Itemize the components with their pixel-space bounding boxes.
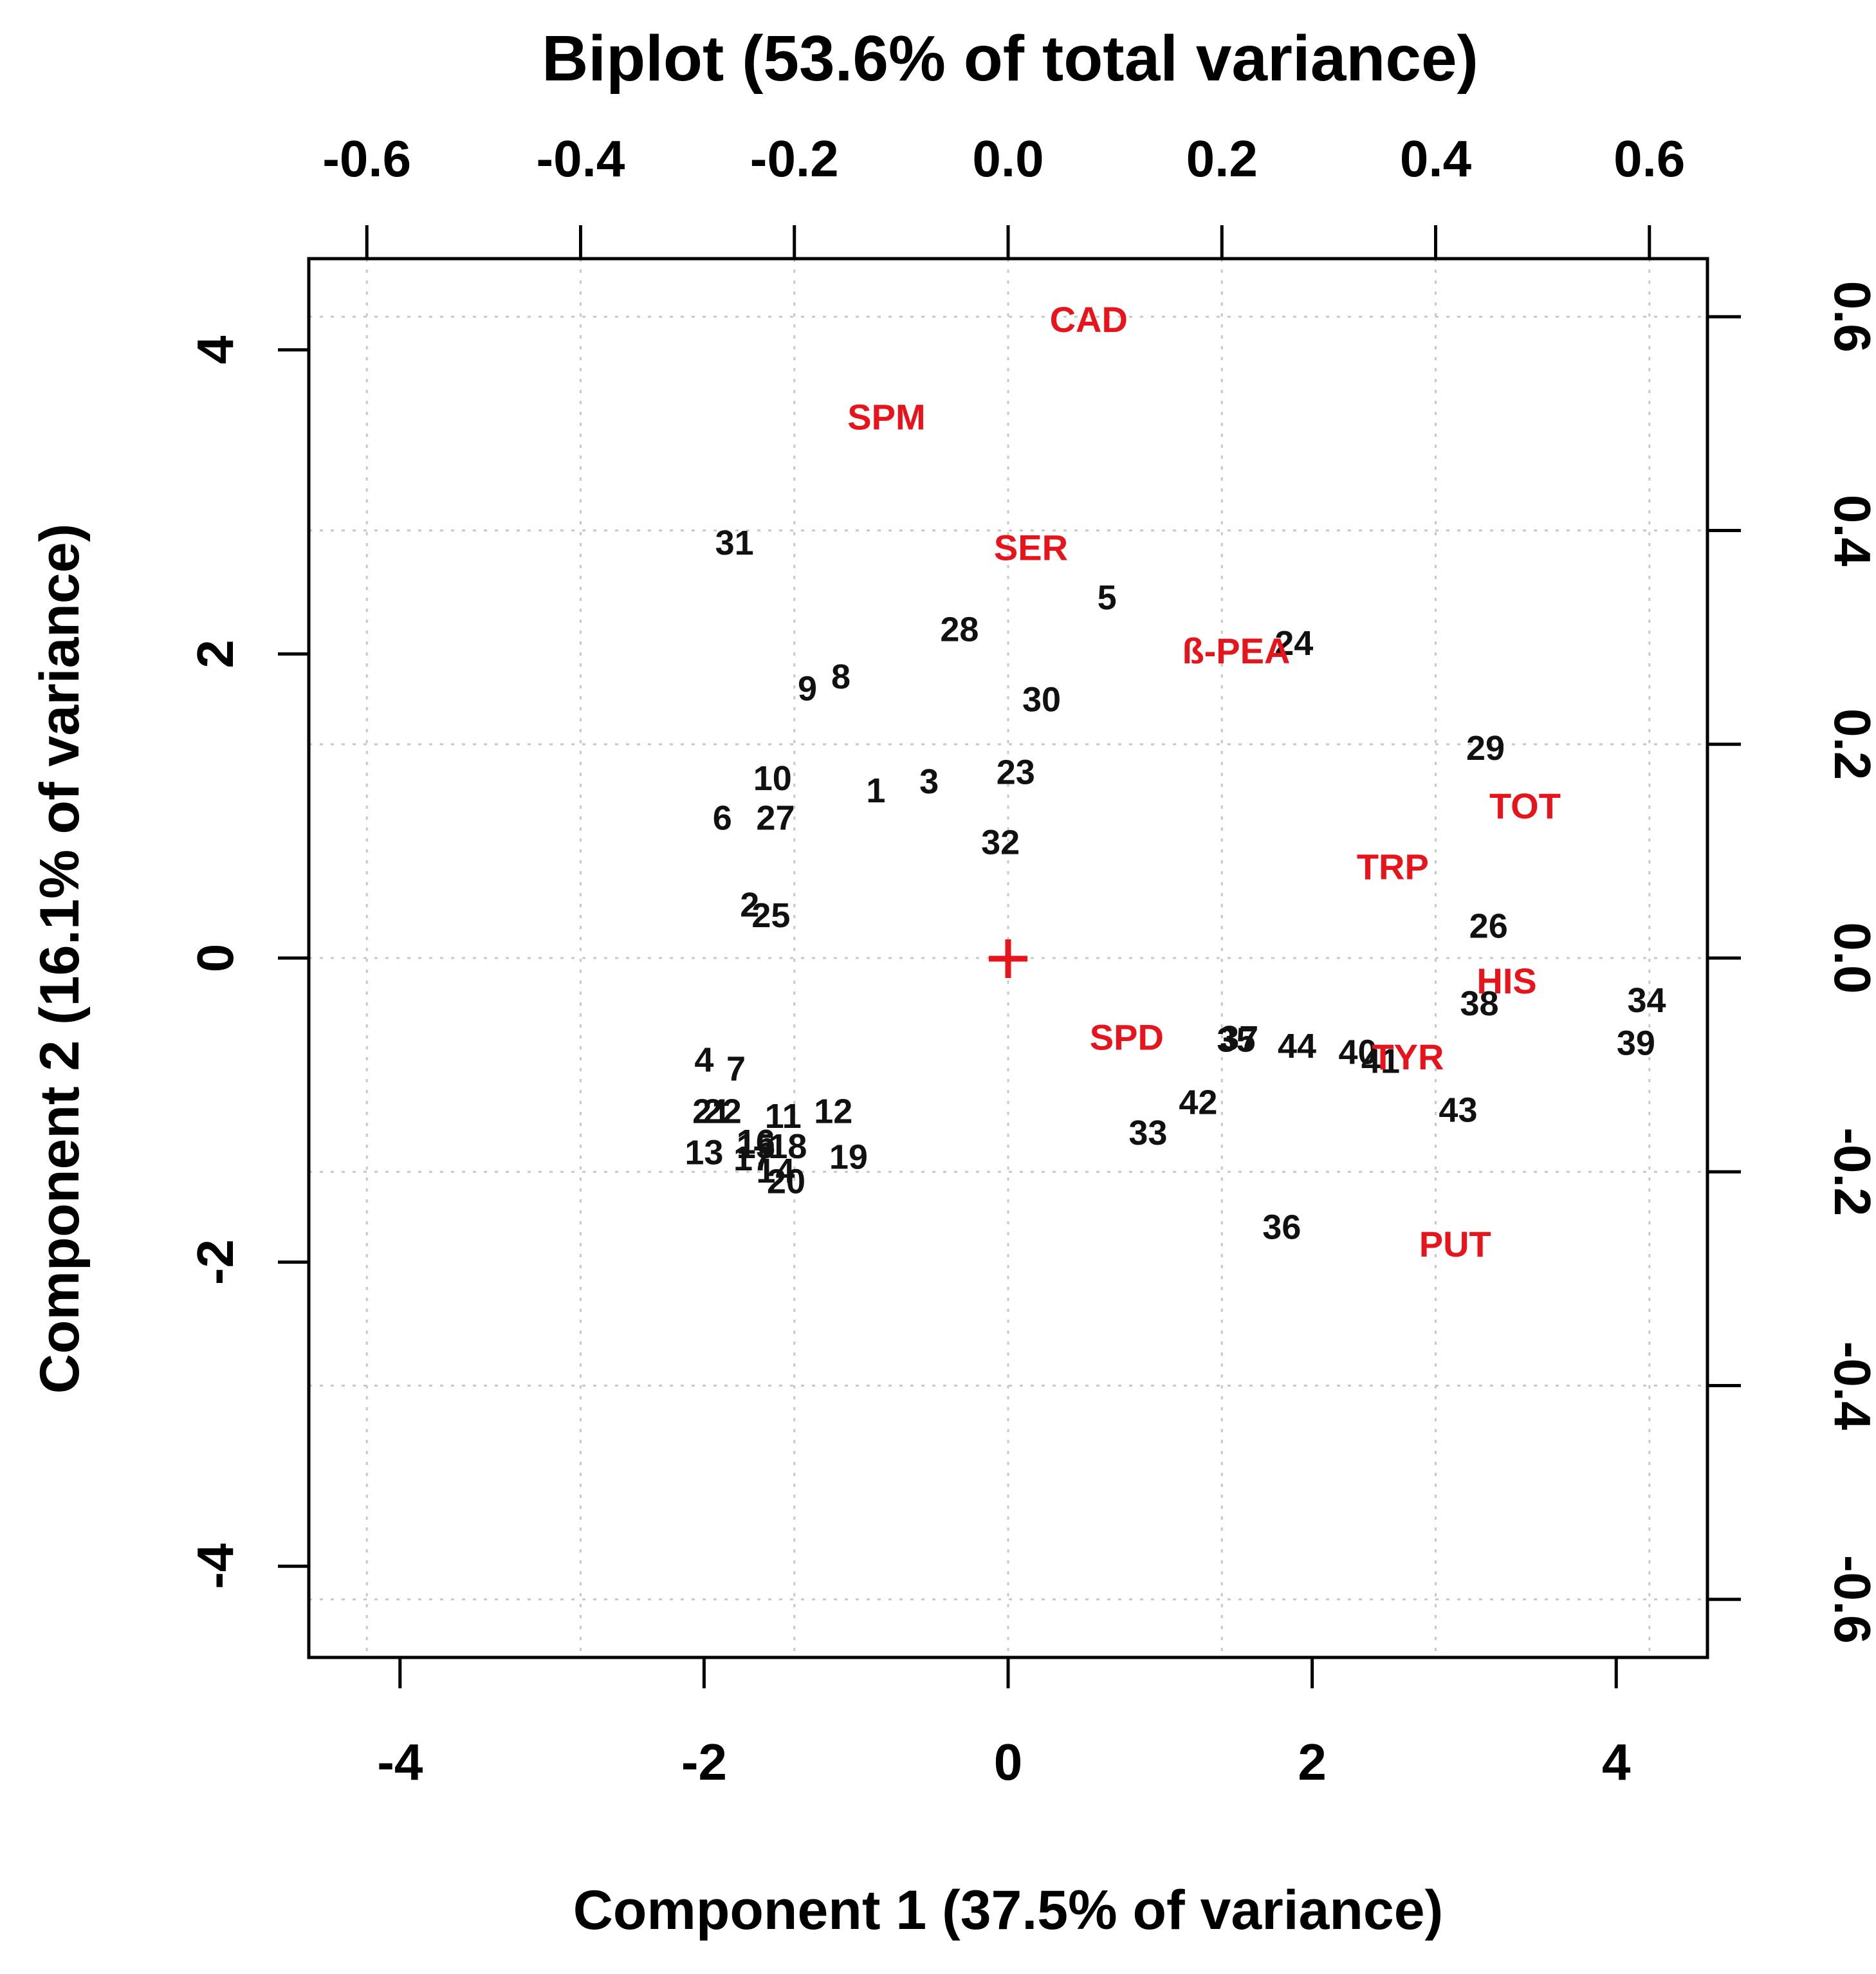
observation-27: 27 bbox=[756, 799, 795, 838]
observation-24: 24 bbox=[1274, 624, 1313, 663]
observation-39: 39 bbox=[1617, 1024, 1655, 1062]
observation-21: 21 bbox=[692, 1093, 731, 1131]
observation-23: 23 bbox=[997, 753, 1035, 792]
observation-22: 22 bbox=[703, 1093, 742, 1131]
observation-13: 13 bbox=[685, 1133, 723, 1172]
x-tick-label: 2 bbox=[1298, 1733, 1327, 1791]
observation-40: 40 bbox=[1338, 1033, 1377, 1072]
observation-4: 4 bbox=[694, 1040, 713, 1079]
right-tick-label: 0.4 bbox=[1824, 495, 1876, 567]
observation-2: 2 bbox=[740, 885, 759, 924]
y-tick-label: -2 bbox=[187, 1239, 244, 1285]
variable-trp: TRP bbox=[1357, 847, 1429, 887]
observation-9: 9 bbox=[798, 670, 817, 708]
variable-spm: SPM bbox=[847, 396, 925, 437]
right-tick-label: -0.6 bbox=[1824, 1555, 1876, 1644]
top-tick-label: -0.2 bbox=[750, 130, 839, 187]
observation-29: 29 bbox=[1466, 729, 1505, 768]
origin-marker bbox=[989, 939, 1027, 978]
observation-7: 7 bbox=[726, 1050, 746, 1089]
right-tick-label: -0.4 bbox=[1824, 1342, 1876, 1430]
x-axis-bottom: -4 -2 0 2 4 bbox=[377, 1657, 1631, 1791]
observation-3: 3 bbox=[919, 762, 939, 801]
variable-layer: CAD SPM SER ß-PEA TOT TRP HIS SPD TYR PUT bbox=[847, 299, 1561, 1264]
y-tick-label: 4 bbox=[187, 335, 244, 364]
observation-17: 17 bbox=[733, 1139, 772, 1178]
y-tick-label: 2 bbox=[187, 640, 244, 669]
variable-tot: TOT bbox=[1489, 786, 1561, 826]
observation-30: 30 bbox=[1022, 680, 1061, 719]
y-tick-label: -4 bbox=[187, 1543, 244, 1589]
x-tick-label: -4 bbox=[377, 1733, 423, 1791]
observation-41: 41 bbox=[1361, 1042, 1400, 1081]
top-tick-label: -0.6 bbox=[322, 130, 411, 187]
observation-5: 5 bbox=[1098, 578, 1117, 617]
observation-16: 16 bbox=[737, 1123, 775, 1161]
variable-his: HIS bbox=[1476, 961, 1536, 1001]
y-axis-label: Component 2 (16.1% of variance) bbox=[29, 524, 91, 1394]
right-tick-label: 0.2 bbox=[1824, 708, 1876, 780]
observation-19: 19 bbox=[829, 1138, 868, 1177]
observation-15: 15 bbox=[737, 1127, 775, 1166]
observation-33: 33 bbox=[1128, 1114, 1167, 1152]
observation-1: 1 bbox=[866, 771, 885, 810]
observation-12: 12 bbox=[814, 1093, 852, 1131]
x-tick-label: -2 bbox=[681, 1733, 727, 1791]
variable-pea: ß-PEA bbox=[1182, 631, 1290, 671]
x-tick-label: 4 bbox=[1602, 1733, 1631, 1791]
observation-32: 32 bbox=[981, 823, 1020, 862]
y-tick-label: 0 bbox=[187, 944, 244, 973]
observation-18: 18 bbox=[768, 1127, 807, 1166]
variable-put: PUT bbox=[1419, 1224, 1491, 1264]
observation-38: 38 bbox=[1460, 984, 1499, 1023]
y-axis-left: -4 -2 0 2 4 bbox=[187, 335, 309, 1589]
observation-35: 35 bbox=[1217, 1021, 1255, 1060]
observation-25: 25 bbox=[751, 896, 790, 935]
top-tick-label: 0.6 bbox=[1614, 130, 1685, 187]
observation-28: 28 bbox=[940, 611, 979, 649]
observation-37: 37 bbox=[1220, 1019, 1258, 1058]
right-tick-label: -0.2 bbox=[1824, 1127, 1876, 1216]
variable-ser: SER bbox=[994, 527, 1068, 567]
observation-36: 36 bbox=[1262, 1208, 1301, 1246]
top-tick-label: 0.4 bbox=[1400, 130, 1472, 187]
variable-cad: CAD bbox=[1050, 299, 1128, 340]
observation-44: 44 bbox=[1278, 1027, 1316, 1065]
observation-20: 20 bbox=[767, 1162, 805, 1201]
right-tick-label: 0.6 bbox=[1824, 281, 1876, 353]
right-tick-label: 0.0 bbox=[1824, 922, 1876, 993]
observation-10: 10 bbox=[753, 759, 792, 798]
top-tick-label: -0.4 bbox=[537, 130, 625, 187]
observation-42: 42 bbox=[1179, 1083, 1217, 1121]
top-tick-label: 0.0 bbox=[972, 130, 1044, 187]
x-axis-label: Component 1 (37.5% of variance) bbox=[573, 1879, 1443, 1941]
variable-spd: SPD bbox=[1090, 1017, 1164, 1057]
observation-8: 8 bbox=[831, 658, 851, 696]
observation-43: 43 bbox=[1439, 1091, 1477, 1129]
x-axis-top: -0.6 -0.4 -0.2 0.0 0.2 0.4 0.6 bbox=[322, 130, 1685, 259]
x-tick-label: 0 bbox=[994, 1733, 1023, 1791]
chart-title: Biplot (53.6% of total variance) bbox=[542, 23, 1478, 95]
top-tick-label: 0.2 bbox=[1186, 130, 1258, 187]
observation-11: 11 bbox=[765, 1097, 802, 1136]
observation-34: 34 bbox=[1627, 981, 1666, 1020]
observation-14: 14 bbox=[756, 1152, 795, 1190]
observation-26: 26 bbox=[1469, 907, 1508, 945]
y-axis-right: -0.6 -0.4 -0.2 0.0 0.2 0.4 0.6 bbox=[1707, 281, 1876, 1644]
observation-6: 6 bbox=[713, 799, 732, 838]
observation-31: 31 bbox=[715, 524, 754, 562]
variable-tyr: TYR bbox=[1372, 1037, 1444, 1077]
